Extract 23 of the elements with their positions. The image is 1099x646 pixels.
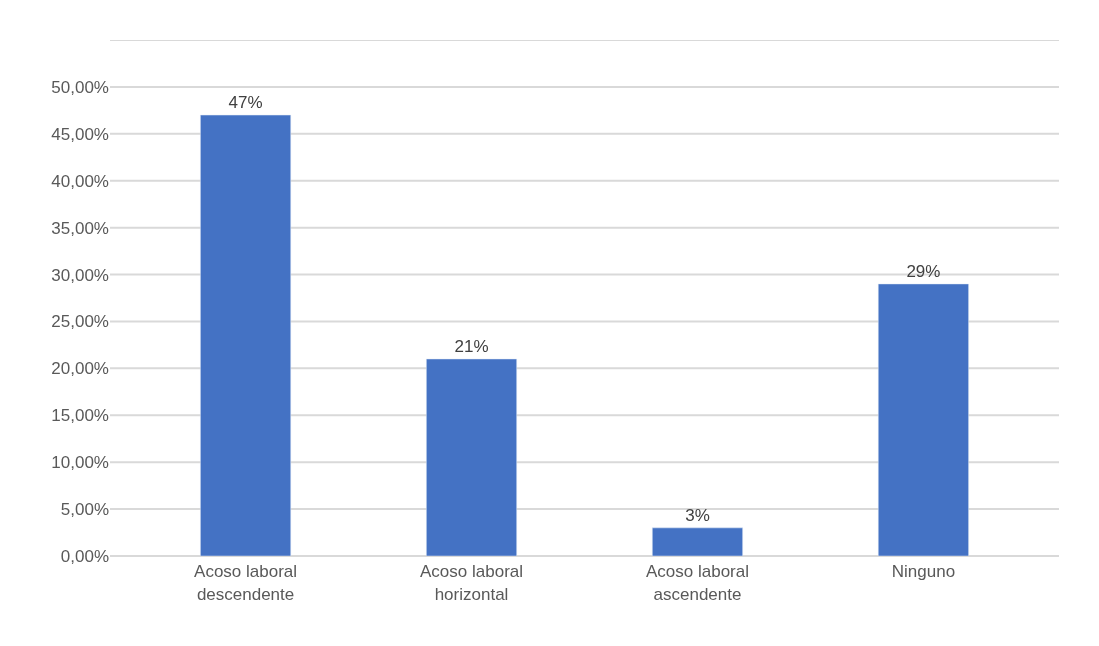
- bar: [426, 358, 517, 556]
- y-tick-label: 15,00%: [51, 406, 109, 426]
- y-tick-label: 40,00%: [51, 171, 109, 191]
- y-tick-label: 25,00%: [51, 312, 109, 332]
- y-tick-label: 45,00%: [51, 124, 109, 144]
- y-tick-label: 20,00%: [51, 359, 109, 379]
- y-tick-label: 30,00%: [51, 265, 109, 285]
- x-tick-label: Ninguno: [891, 562, 956, 582]
- y-tick-label: 0,00%: [60, 546, 109, 566]
- data-label: 21%: [454, 336, 489, 356]
- data-label: 3%: [685, 505, 710, 525]
- bar: [652, 527, 743, 556]
- y-tick-label: 50,00%: [51, 77, 109, 97]
- y-tick-label: 35,00%: [51, 218, 109, 238]
- y-tick-label: 10,00%: [51, 453, 109, 473]
- data-label: 47%: [228, 93, 263, 113]
- x-tick-label: Acoso laboral ascendente: [645, 562, 749, 604]
- x-tick-label: Acoso laboral descendente: [194, 562, 298, 604]
- y-tick-label: 5,00%: [60, 500, 109, 520]
- bar: [877, 283, 969, 556]
- bar: [200, 114, 292, 556]
- data-label: 29%: [906, 261, 941, 281]
- x-tick-label: Acoso laboral horizontal: [420, 562, 524, 604]
